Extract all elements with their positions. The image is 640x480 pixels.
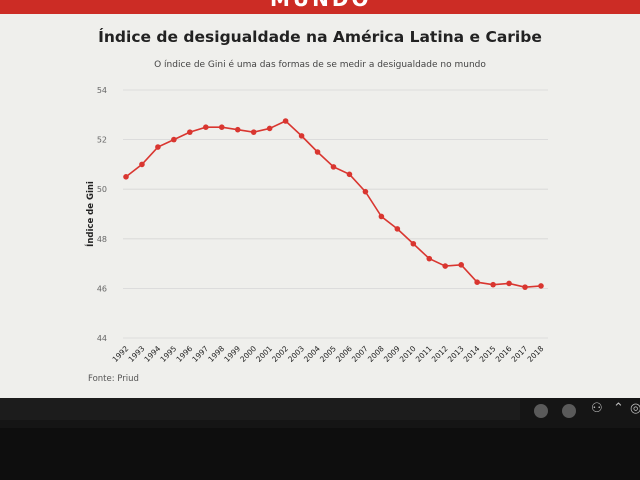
y-tick-label: 52 (97, 136, 107, 145)
source-note: Fonte: Priud (88, 374, 139, 384)
banner-text: MUNDO (270, 0, 371, 11)
x-tick-label: 1996 (174, 344, 194, 364)
x-tick-label: 1992 (111, 344, 131, 364)
record-icon[interactable]: ◎ (630, 401, 640, 416)
y-tick-label: 46 (97, 284, 107, 293)
data-point (187, 129, 193, 135)
x-tick-label: 2006 (334, 344, 354, 364)
data-point (362, 188, 369, 195)
chevron-up-icon[interactable]: ⌃ (613, 401, 624, 416)
data-point (426, 255, 433, 262)
data-point (203, 124, 209, 130)
data-point (442, 263, 449, 269)
chart-title: Índice de desigualdade na América Latina… (98, 28, 542, 46)
data-point (218, 124, 225, 130)
x-tick-label: 2011 (414, 344, 434, 364)
data-point (394, 226, 401, 232)
chart-subtitle: O índice de Gini é uma das formas de se … (154, 60, 486, 70)
section-banner: MUNDO (0, 0, 640, 14)
x-tick-label: 1998 (206, 344, 226, 364)
x-tick-label: 2004 (302, 344, 322, 364)
y-tick-label: 54 (97, 86, 107, 95)
monitor-bezel (0, 428, 640, 480)
series-line (125, 120, 542, 288)
x-tick-label: 2003 (286, 344, 306, 364)
x-tick-label: 2009 (382, 344, 402, 364)
data-point (538, 283, 544, 289)
data-point (139, 161, 145, 168)
x-tick-label: 2001 (254, 344, 274, 364)
x-tick-label: 2013 (446, 344, 466, 364)
y-axis-label: Índice de Gini (84, 181, 96, 247)
x-tick-label: 2002 (270, 344, 290, 364)
y-tick-label: 48 (97, 235, 107, 244)
x-tick-label: 2017 (510, 344, 530, 364)
user-switch-icon[interactable]: ⚇ (591, 401, 603, 416)
x-tick-label: 2012 (430, 344, 450, 364)
data-point (171, 136, 177, 143)
data-point (474, 279, 480, 286)
data-point (314, 149, 321, 155)
x-tick-label: 1995 (158, 344, 178, 364)
x-tick-label: 1997 (190, 344, 210, 364)
x-tick-label: 1994 (142, 344, 162, 364)
y-tick-label: 50 (97, 185, 107, 194)
x-tick-label: 2000 (238, 344, 258, 364)
data-point (298, 133, 305, 139)
x-tick-label: 2008 (366, 344, 386, 364)
x-tick-label: 1999 (222, 344, 242, 364)
x-tick-label: 1993 (127, 344, 147, 364)
data-point (378, 213, 385, 220)
x-tick-label: 2015 (478, 344, 498, 364)
taskbar-strip (0, 398, 520, 420)
data-point (330, 164, 337, 170)
data-point (282, 118, 289, 124)
y-tick-label: 44 (97, 334, 107, 343)
x-tick-label: 2014 (462, 344, 482, 364)
x-tick-label: 2010 (398, 344, 418, 364)
data-point (266, 125, 273, 132)
data-point (490, 281, 496, 288)
data-point (234, 126, 241, 133)
data-point (250, 129, 257, 135)
x-tick-label: 2005 (318, 344, 338, 364)
data-point (522, 284, 528, 290)
x-tick-label: 2016 (494, 344, 514, 364)
data-point (410, 240, 417, 247)
audio-icon[interactable] (534, 404, 548, 418)
data-point (506, 280, 512, 287)
data-point (458, 262, 464, 268)
x-tick-label: 2018 (526, 344, 546, 364)
data-point (123, 174, 129, 180)
screen: MUNDO Índice de desigualdade na América … (0, 0, 640, 398)
data-point (155, 144, 161, 150)
data-point (346, 171, 353, 178)
x-tick-label: 2007 (350, 344, 370, 364)
people-icon[interactable] (562, 404, 576, 418)
